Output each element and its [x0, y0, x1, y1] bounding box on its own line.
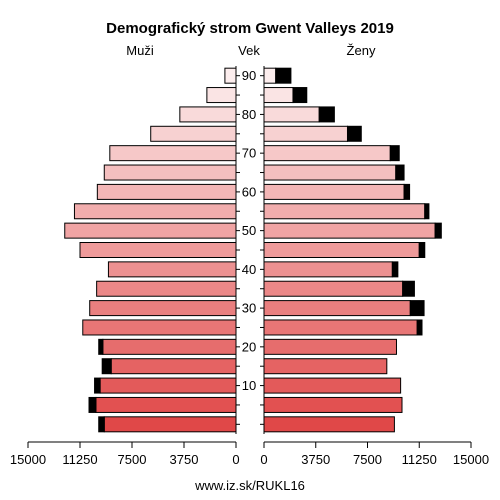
male-bar-75-79: [150, 125, 237, 142]
age-label-10: 10: [242, 378, 256, 393]
female-bar-55-59: [263, 203, 426, 220]
male-bar-20-24: [102, 338, 237, 355]
age-label: Vek: [238, 43, 260, 58]
female-bar-35-39: [263, 280, 404, 297]
male-bar-85-89: [206, 87, 237, 104]
female-excess-bar-30-34: [409, 300, 425, 317]
axes: 10 20 30 40 50 60 70 80 90 15000 11250 7500 3750 0 0 37…: [10, 66, 489, 467]
female-bar-40-44: [263, 261, 393, 278]
male-bar-5-9: [95, 396, 237, 413]
x-tick-label-right: 15000: [453, 452, 489, 467]
female-bar-85-89: [263, 87, 294, 104]
male-bar-0-4: [103, 416, 237, 433]
x-tick-label-left: 15000: [10, 452, 46, 467]
male-label: Muži: [126, 43, 154, 58]
x-tick-label-right: 0: [260, 452, 267, 467]
female-bar-10-14: [263, 377, 402, 394]
x-tick-label-right: 7500: [353, 452, 382, 467]
x-tick-label-left: 11250: [62, 452, 97, 467]
male-excess-bar-10-14: [94, 377, 101, 394]
male-bar-55-59: [73, 203, 237, 220]
age-label-30: 30: [242, 301, 256, 316]
female-bar-70-74: [263, 145, 391, 162]
male-bar-35-39: [96, 280, 237, 297]
female-bar-0-4: [263, 416, 395, 433]
male-excess-bar-20-24: [98, 338, 104, 355]
male-bars: [64, 67, 237, 433]
male-bar-30-34: [89, 300, 237, 317]
male-bar-70-74: [109, 145, 237, 162]
female-bar-75-79: [263, 125, 348, 142]
female-bar-20-24: [263, 338, 397, 355]
female-excess-bar-80-84: [318, 106, 335, 123]
female-bars: [263, 67, 442, 433]
age-label-50: 50: [242, 223, 256, 238]
age-label-80: 80: [242, 107, 256, 122]
male-bar-65-69: [103, 164, 237, 181]
female-excess-bar-90+: [275, 67, 292, 84]
x-tick-label-right: 11250: [402, 452, 437, 467]
male-excess-bar-0-4: [98, 416, 105, 433]
male-bar-50-54: [64, 222, 237, 239]
male-bar-90+: [224, 67, 237, 84]
x-tick-label-left: 0: [232, 452, 239, 467]
female-excess-bar-50-54: [434, 222, 442, 239]
female-bar-90+: [263, 67, 277, 84]
x-tick-label-right: 3750: [301, 452, 330, 467]
female-excess-bar-75-79: [346, 125, 362, 142]
female-label: Ženy: [347, 43, 376, 58]
age-label-90: 90: [242, 68, 256, 83]
female-bar-65-69: [263, 164, 397, 181]
male-bar-45-49: [79, 242, 237, 258]
male-bar-40-44: [107, 261, 237, 278]
female-bar-25-29: [263, 319, 418, 336]
female-bar-80-84: [263, 106, 320, 123]
age-label-40: 40: [242, 262, 256, 277]
female-excess-bar-70-74: [389, 145, 400, 162]
male-bar-15-19: [110, 358, 237, 375]
male-bar-25-29: [82, 319, 237, 336]
female-bar-30-34: [263, 300, 411, 317]
female-excess-bar-45-49: [418, 242, 426, 258]
female-excess-bar-60-64: [403, 183, 411, 200]
female-bar-60-64: [263, 183, 405, 200]
female-bar-15-19: [263, 358, 388, 375]
female-bar-5-9: [263, 396, 403, 413]
x-tick-label-left: 3750: [170, 452, 199, 467]
chart-title: Demografický strom Gwent Valleys 2019: [106, 20, 394, 37]
female-bar-50-54: [263, 222, 436, 239]
footer-source: www.iz.sk/RUKL16: [194, 478, 305, 493]
male-bar-60-64: [96, 183, 237, 200]
female-excess-bar-25-29: [416, 319, 423, 336]
x-tick-label-left: 7500: [118, 452, 147, 467]
male-bar-80-84: [179, 106, 237, 123]
age-label-70: 70: [242, 146, 256, 161]
male-excess-bar-15-19: [101, 358, 112, 375]
female-excess-bar-40-44: [391, 261, 399, 278]
female-bar-45-49: [263, 242, 420, 258]
female-excess-bar-85-89: [292, 87, 308, 104]
male-bar-10-14: [99, 377, 237, 394]
age-label-20: 20: [242, 339, 256, 354]
male-excess-bar-5-9: [88, 396, 97, 413]
female-excess-bar-65-69: [395, 164, 405, 181]
female-excess-bar-35-39: [402, 280, 415, 297]
age-label-60: 60: [242, 184, 256, 199]
female-excess-bar-55-59: [424, 203, 430, 220]
